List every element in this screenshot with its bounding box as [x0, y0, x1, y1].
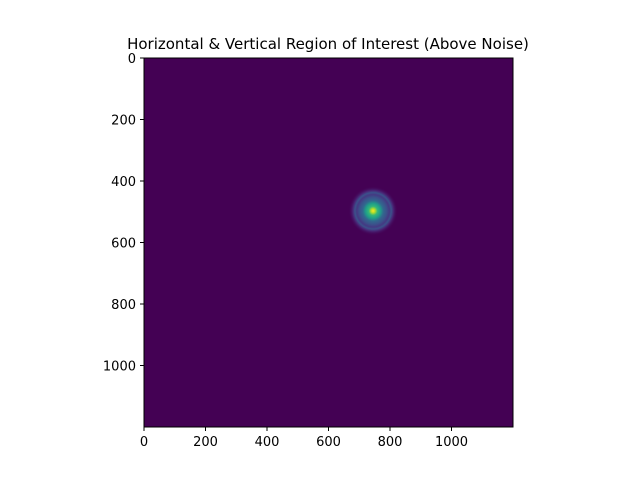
x-tick-label: 400 [255, 435, 280, 450]
y-tick-label: 0 [128, 52, 136, 67]
x-tick-label: 600 [316, 435, 341, 450]
hotspot-halo [348, 186, 398, 236]
y-tick-label: 200 [111, 114, 136, 129]
chart-title: Horizontal & Vertical Region of Interest… [127, 35, 529, 53]
x-tick-label: 1000 [435, 435, 468, 450]
x-tick-label: 200 [193, 435, 218, 450]
y-tick-label: 600 [111, 237, 136, 252]
y-tick-label: 800 [111, 298, 136, 313]
x-tick-label: 800 [378, 435, 403, 450]
y-axis: 0 200 400 600 800 1000 [103, 52, 144, 375]
y-tick-label: 1000 [103, 360, 136, 375]
y-tick-label: 400 [111, 175, 136, 190]
plot-area [143, 57, 514, 428]
heatmap-background [144, 58, 513, 427]
x-tick-label: 0 [140, 435, 148, 450]
x-axis: 0 200 400 600 800 1000 [140, 427, 468, 450]
